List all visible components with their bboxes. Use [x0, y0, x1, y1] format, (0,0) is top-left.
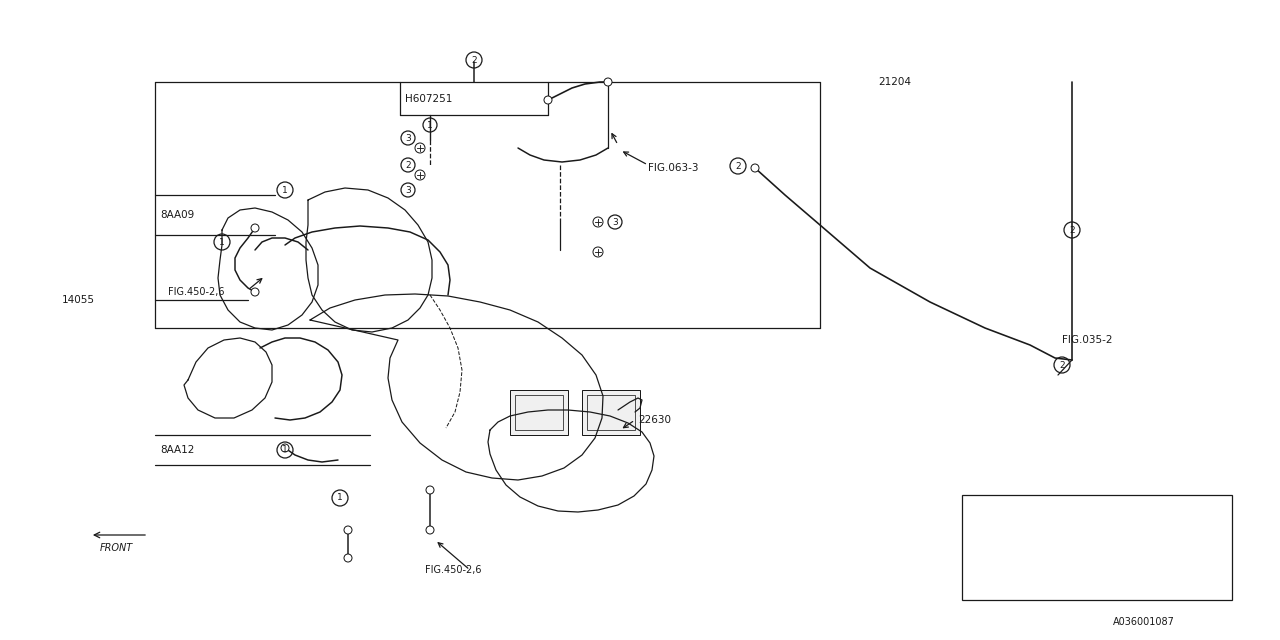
Text: 1: 1	[282, 186, 288, 195]
Bar	[588, 395, 635, 430]
Text: 2: 2	[1069, 225, 1075, 234]
Circle shape	[593, 217, 603, 227]
Circle shape	[426, 526, 434, 534]
Text: 1: 1	[984, 508, 989, 518]
Text: 0923S*A: 0923S*A	[1020, 543, 1065, 552]
Text: FRONT: FRONT	[100, 543, 133, 553]
Text: H607251: H607251	[404, 93, 452, 104]
Text: 2: 2	[984, 543, 991, 552]
Bar	[582, 390, 640, 435]
Circle shape	[604, 78, 612, 86]
Text: 8AA09: 8AA09	[160, 210, 195, 220]
Text: FIG.450-2,6: FIG.450-2,6	[168, 287, 224, 297]
Circle shape	[344, 554, 352, 562]
Circle shape	[426, 486, 434, 494]
Bar	[515, 395, 563, 430]
Text: 2: 2	[471, 56, 477, 65]
Text: 3: 3	[406, 134, 411, 143]
Text: 3: 3	[612, 218, 618, 227]
Circle shape	[415, 143, 425, 153]
Circle shape	[751, 164, 759, 172]
Text: 1: 1	[282, 445, 288, 454]
Text: S: S	[1021, 578, 1027, 587]
Circle shape	[415, 170, 425, 180]
Circle shape	[344, 526, 352, 534]
Text: 1: 1	[219, 237, 225, 246]
Circle shape	[251, 288, 259, 296]
Circle shape	[251, 224, 259, 232]
Text: 1: 1	[337, 493, 343, 502]
Bar	[963, 495, 1231, 600]
Text: 1: 1	[428, 120, 433, 129]
Text: 22630: 22630	[637, 415, 671, 425]
Text: 21204: 21204	[878, 77, 911, 87]
Circle shape	[282, 444, 289, 452]
Text: 2: 2	[406, 161, 411, 170]
Text: 3: 3	[984, 577, 989, 588]
Text: 8AA12: 8AA12	[160, 445, 195, 455]
Text: 2: 2	[1059, 360, 1065, 369]
Bar	[509, 390, 568, 435]
Text: FIG.035-2: FIG.035-2	[1062, 335, 1112, 345]
Text: 3: 3	[406, 186, 411, 195]
Text: 14055: 14055	[61, 295, 95, 305]
Circle shape	[593, 247, 603, 257]
Circle shape	[544, 96, 552, 104]
Text: FIG.450-2,6: FIG.450-2,6	[425, 565, 481, 575]
Text: F92209: F92209	[1020, 508, 1059, 518]
Text: 2: 2	[735, 161, 741, 170]
Text: FIG.063-3: FIG.063-3	[648, 163, 699, 173]
Text: A036001087: A036001087	[1114, 617, 1175, 627]
Text: 010408140(3): 010408140(3)	[1036, 577, 1105, 588]
